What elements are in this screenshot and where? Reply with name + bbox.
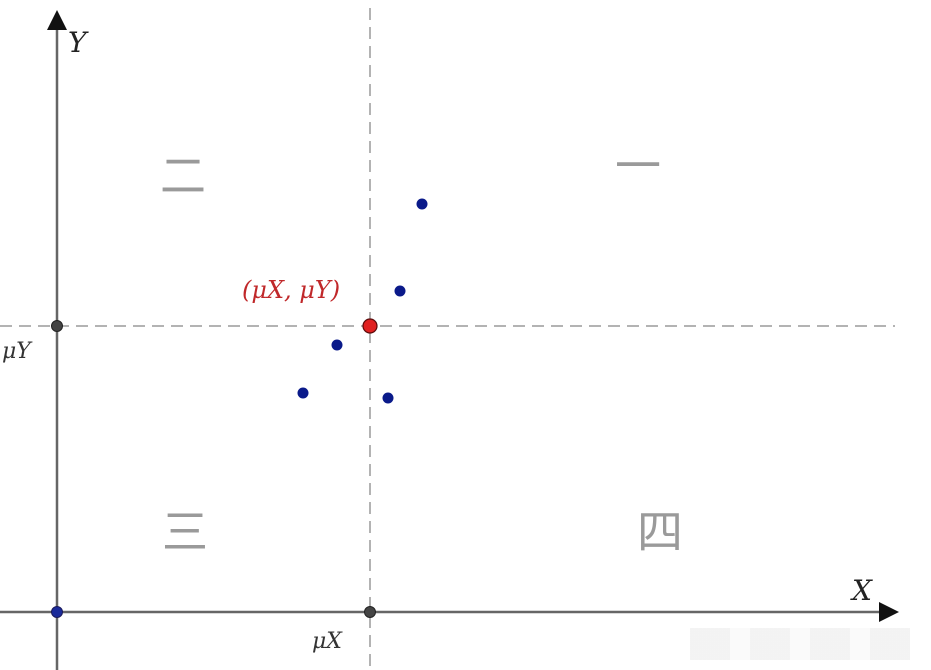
mean-x-label: μX <box>312 629 343 654</box>
quadrant-label-four: 四 <box>637 505 683 559</box>
y-axis-label: Y <box>68 26 89 59</box>
sample-point <box>417 199 428 210</box>
sample-point <box>332 340 343 351</box>
mean-x-axis-marker <box>365 607 376 618</box>
quadrant-label-one: 一 <box>615 139 661 193</box>
mean-point <box>363 319 377 333</box>
sample-point <box>298 388 309 399</box>
quadrant-label-three: 三 <box>162 505 208 559</box>
mean-y-label: μY <box>2 339 33 364</box>
quadrant-label-two: 二 <box>160 149 206 203</box>
mean-point-label: (μX, μY) <box>242 276 340 304</box>
sample-point <box>383 393 394 404</box>
watermark-blur <box>690 628 910 660</box>
origin-marker <box>52 607 63 618</box>
sample-point <box>395 286 406 297</box>
mean-y-axis-marker <box>52 321 63 332</box>
x-axis-label: X <box>850 574 873 607</box>
